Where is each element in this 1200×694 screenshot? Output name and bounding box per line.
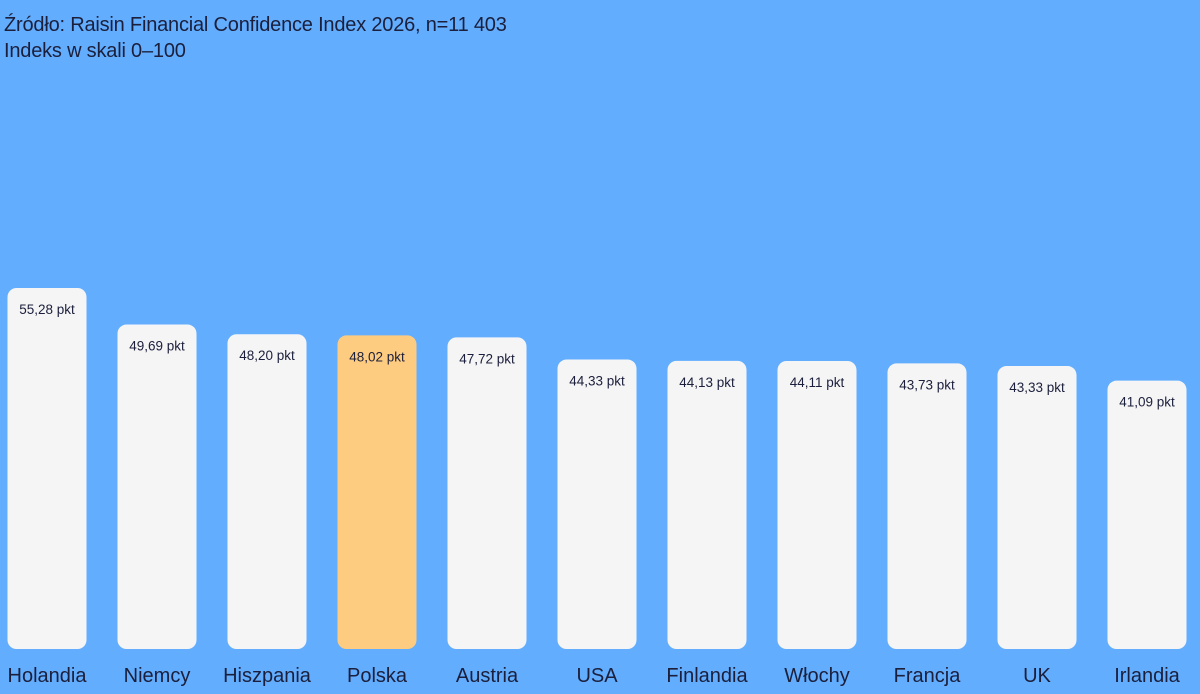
- bar-francja: [887, 363, 967, 649]
- bar-usa: [557, 359, 637, 649]
- bar-value-label-usa: 44,33 pkt: [569, 374, 625, 389]
- category-label-austria: Austria: [456, 665, 519, 687]
- category-label-polska: Polska: [347, 665, 408, 687]
- bar-group-uk: 43,33 pkt UK: [997, 366, 1077, 687]
- bar-group-francja: 43,73 pkt Francja: [887, 363, 967, 687]
- category-label-niemcy: Niemcy: [124, 665, 191, 687]
- bar-austria: [447, 337, 527, 649]
- bar-wlochy: [777, 360, 857, 649]
- bar-finlandia: [667, 360, 747, 649]
- bar-group-irlandia: 41,09 pkt Irlandia: [1107, 380, 1187, 687]
- category-label-finlandia: Finlandia: [666, 665, 748, 687]
- category-label-holandia: Holandia: [8, 665, 88, 687]
- bar-group-finlandia: 44,13 pkt Finlandia: [666, 360, 748, 687]
- bar-niemcy: [117, 324, 197, 649]
- bar-group-austria: 47,72 pkt Austria: [447, 337, 527, 687]
- bar-value-label-niemcy: 49,69 pkt: [129, 339, 185, 354]
- bar-group-wlochy: 44,11 pkt Włochy: [777, 360, 857, 687]
- bar-group-usa: 44,33 pkt USA: [557, 359, 637, 687]
- bar-holandia: [7, 288, 87, 649]
- bar-group-polska: 48,02 pkt Polska: [337, 335, 417, 687]
- category-label-hiszpania: Hiszpania: [223, 665, 312, 687]
- scale-line: Indeks w skali 0–100: [4, 40, 186, 62]
- bar-value-label-hiszpania: 48,20 pkt: [239, 348, 295, 363]
- category-label-uk: UK: [1023, 665, 1051, 687]
- category-label-usa: USA: [576, 665, 618, 687]
- bar-value-label-holandia: 55,28 pkt: [19, 302, 75, 317]
- bar-value-label-austria: 47,72 pkt: [459, 351, 515, 366]
- bar-group-niemcy: 49,69 pkt Niemcy: [117, 324, 197, 687]
- bar-uk: [997, 366, 1077, 649]
- chart-header: Źródło: Raisin Financial Confidence Inde…: [4, 12, 507, 64]
- bar-group-hiszpania: 48,20 pkt Hiszpania: [223, 334, 312, 687]
- category-label-francja: Francja: [894, 665, 962, 687]
- bar-hiszpania: [227, 334, 307, 649]
- bar-value-label-finlandia: 44,13 pkt: [679, 375, 735, 390]
- bar-value-label-polska: 48,02 pkt: [349, 349, 405, 364]
- bar-value-label-francja: 43,73 pkt: [899, 377, 955, 392]
- category-label-irlandia: Irlandia: [1114, 665, 1180, 687]
- bar-group-holandia: 55,28 pkt Holandia: [7, 288, 88, 687]
- bar-value-label-irlandia: 41,09 pkt: [1119, 395, 1175, 410]
- category-label-wlochy: Włochy: [784, 665, 850, 687]
- source-line: Źródło: Raisin Financial Confidence Inde…: [4, 14, 507, 36]
- bar-value-label-uk: 43,33 pkt: [1009, 380, 1065, 395]
- bar-polska: [337, 335, 417, 649]
- bar-irlandia: [1107, 380, 1187, 649]
- bar-value-label-wlochy: 44,11 pkt: [790, 375, 845, 390]
